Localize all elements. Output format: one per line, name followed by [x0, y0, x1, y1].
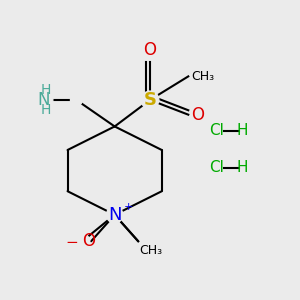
- Circle shape: [106, 206, 123, 223]
- Circle shape: [70, 94, 82, 106]
- Text: H: H: [40, 103, 51, 117]
- Circle shape: [75, 234, 90, 249]
- Text: N: N: [108, 206, 122, 224]
- Circle shape: [141, 91, 159, 109]
- Text: S: S: [143, 91, 157, 109]
- Text: CH₃: CH₃: [191, 70, 214, 83]
- Text: H: H: [237, 123, 248, 138]
- Text: Cl: Cl: [209, 123, 224, 138]
- Text: Cl: Cl: [209, 160, 224, 175]
- Text: H: H: [237, 160, 248, 175]
- Text: O: O: [191, 106, 204, 124]
- Text: H: H: [40, 82, 51, 97]
- Text: O: O: [82, 232, 95, 250]
- Text: +: +: [124, 202, 134, 212]
- Text: N: N: [38, 91, 50, 109]
- Text: O: O: [143, 41, 157, 59]
- Text: −: −: [65, 235, 78, 250]
- Circle shape: [35, 91, 53, 109]
- Text: CH₃: CH₃: [140, 244, 163, 257]
